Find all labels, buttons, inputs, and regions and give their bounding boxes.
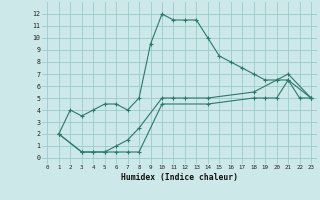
X-axis label: Humidex (Indice chaleur): Humidex (Indice chaleur) xyxy=(121,173,238,182)
